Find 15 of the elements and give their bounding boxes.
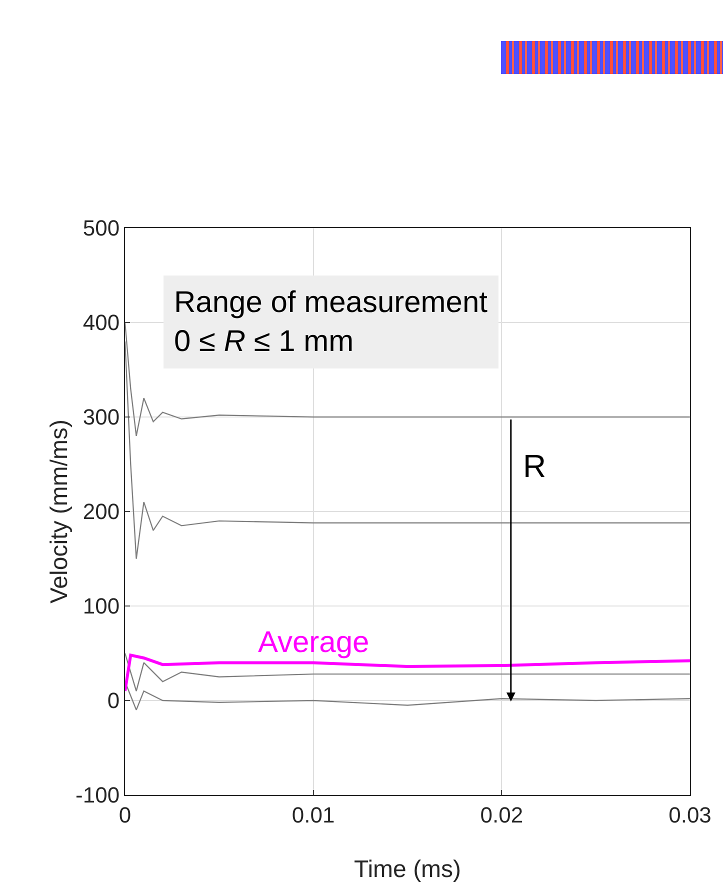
x-tick-label: 0.01 [292, 802, 335, 828]
x-tick-label: 0.02 [480, 802, 524, 828]
y-axis-title: Velocity (mm/ms) [46, 419, 73, 604]
series-label: Average [258, 626, 370, 659]
y-tick-label: 400 [82, 310, 120, 336]
y-tick-label: 300 [82, 404, 120, 430]
y-tick-label: 500 [82, 216, 120, 241]
annotation: R [523, 448, 546, 484]
y-tick-label: -100 [76, 782, 120, 808]
y-tick-label: 0 [107, 688, 120, 714]
x-axis-title: Time (ms) [354, 856, 462, 883]
x-tick-label: 0.03 [668, 802, 712, 828]
y-tick-label: 200 [82, 499, 120, 524]
annotation: Range of measurement 0 ≤ R ≤ 1 mm [174, 286, 488, 358]
y-tick-label: 100 [82, 594, 120, 619]
